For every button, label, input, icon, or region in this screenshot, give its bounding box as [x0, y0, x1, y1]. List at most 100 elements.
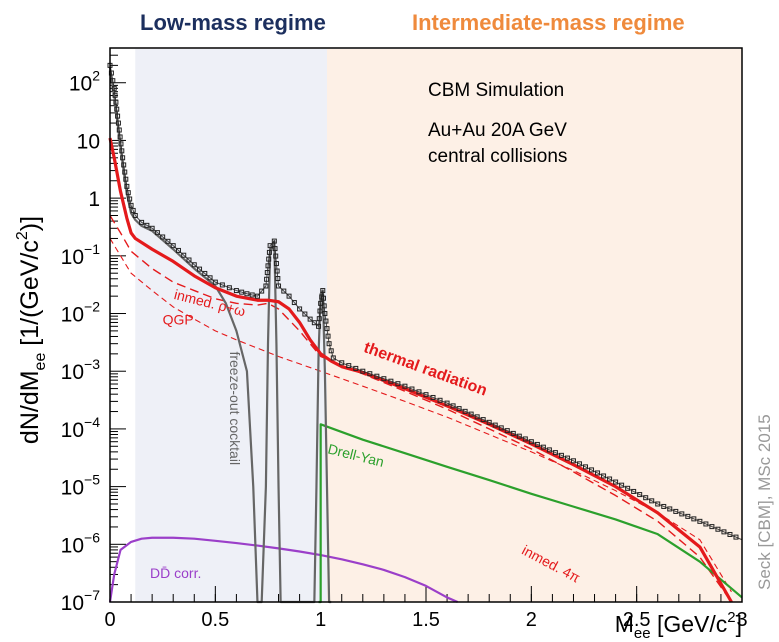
series-total-point	[685, 513, 691, 519]
series-total-point	[326, 341, 332, 347]
series-total-point	[273, 261, 279, 267]
series-total-point	[267, 243, 273, 249]
series-total-point	[374, 373, 380, 379]
series-total-point	[286, 293, 292, 299]
series-total-point	[249, 292, 255, 298]
x-axis-title-sup: 2	[727, 609, 735, 626]
y-axis-title-main: dN/dM	[16, 370, 44, 444]
series-total-point	[202, 270, 208, 276]
series-total-point	[119, 148, 125, 154]
series-total-point	[388, 378, 394, 384]
series-total-point	[275, 276, 281, 282]
series-total-point	[239, 289, 245, 295]
x-tick-label: 1	[315, 609, 326, 631]
series-total-point	[504, 428, 510, 434]
series-total-point	[601, 473, 607, 479]
series-total-point	[219, 282, 225, 288]
series-total-point	[170, 243, 176, 249]
series-total-point	[149, 225, 155, 231]
series-total-point	[264, 276, 270, 282]
y-tick-base: 10	[61, 361, 84, 384]
series-total-point	[117, 134, 123, 140]
series-total-point	[259, 288, 265, 294]
series-total-point	[186, 257, 192, 263]
y-axis-title-sub: ee	[32, 353, 49, 371]
series-total-point	[492, 422, 498, 428]
series-total-point	[631, 488, 637, 494]
series-total-point	[430, 394, 436, 400]
series-total-point	[360, 368, 366, 374]
series-total-point	[727, 531, 733, 537]
series-total-point	[522, 436, 528, 442]
series-total-point	[233, 288, 239, 294]
series-total-point	[113, 99, 119, 105]
series-total-point	[546, 447, 552, 453]
series-total-point	[570, 458, 576, 464]
x-tick-label: 0	[104, 609, 115, 631]
y-tick-label: 10−1	[61, 241, 101, 269]
annotation-label: freeze-out cocktail	[227, 351, 243, 465]
y-tick-base: 10	[61, 534, 84, 557]
series-total-point	[264, 270, 270, 276]
series-total-point	[367, 371, 373, 377]
series-total-point	[320, 295, 326, 301]
series-total-point	[661, 503, 667, 509]
series-line-4	[109, 238, 732, 593]
series-total-point	[649, 498, 655, 504]
series-total-point	[534, 441, 540, 447]
series-total-point	[637, 492, 643, 498]
y-tick-label: 10−3	[61, 356, 101, 384]
y-tick-exponent: −7	[84, 587, 100, 603]
x-axis-title-unit: [GeV/c	[651, 611, 728, 637]
series-total-point	[317, 308, 323, 314]
series-total-point	[175, 247, 181, 253]
y-tick-label: 1	[88, 188, 100, 211]
series-total-point	[381, 376, 387, 382]
series-total-point	[291, 300, 297, 306]
series-total-point	[667, 506, 673, 512]
series-total-point	[118, 141, 124, 147]
x-axis-title-sub: ee	[634, 625, 651, 642]
series-total-point	[607, 476, 613, 482]
series-total-point	[619, 482, 625, 488]
y-axis-title-end: )]	[16, 216, 44, 231]
series-line-5	[318, 423, 743, 604]
series-total-point	[709, 524, 715, 530]
series-total-point	[244, 291, 250, 297]
y-tick-exponent: −1	[84, 241, 100, 257]
y-tick-exponent: −6	[84, 529, 100, 545]
series-total-point	[321, 303, 327, 309]
series-total-point	[197, 266, 203, 272]
y-axis-title: dN/dMee [1/(GeV/c2)]	[14, 216, 49, 444]
y-tick-base: 10	[61, 477, 84, 500]
series-total-point	[320, 288, 326, 294]
series-total-point	[595, 470, 601, 476]
y-axis-title-sup: 2	[14, 231, 31, 240]
series-total-point	[114, 106, 120, 112]
series-total-point	[212, 279, 218, 285]
series-total-point	[226, 285, 232, 291]
regime-heading: Low-mass regime	[140, 10, 326, 35]
series-total-point	[115, 120, 121, 126]
series-total-point	[552, 450, 558, 456]
y-tick-label: 10	[77, 130, 100, 153]
series-total-point	[127, 196, 133, 202]
series-total-point	[311, 320, 317, 326]
series-total-point	[643, 495, 649, 501]
series-total-point	[474, 414, 480, 420]
series-total-point	[139, 219, 145, 225]
x-tick-label: 0.5	[201, 609, 229, 631]
series-total-point	[409, 386, 415, 392]
series-total-point	[132, 212, 138, 218]
y-tick-base: 10	[77, 130, 100, 153]
series-total-point	[191, 262, 197, 268]
series-total-point	[112, 92, 118, 98]
series-total-point	[450, 403, 456, 409]
series-total-point	[111, 85, 117, 91]
series-total-point	[528, 439, 534, 445]
series-total-point	[583, 464, 589, 470]
series-total-point	[416, 389, 422, 395]
series-total-point	[115, 113, 121, 119]
series-total-point	[721, 529, 727, 535]
